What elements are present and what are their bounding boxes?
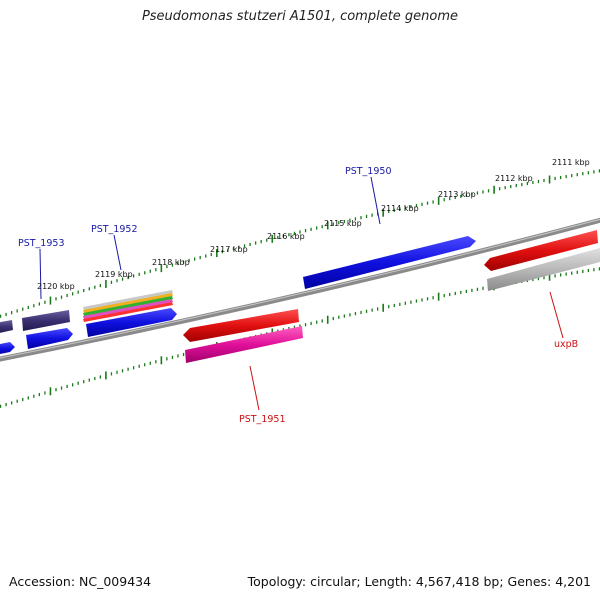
gene-uxpB-neighbor[interactable] [484,230,598,271]
label-PST_1951: PST_1951 [239,414,286,425]
kbp-labels: 2111 kbp 2112 kbp 2113 kbp 2114 kbp 2115… [37,158,590,291]
accession: Accession: NC_009434 [9,574,152,589]
kbp-label: 2114 kbp [381,204,419,213]
gene-PST_1950[interactable] [303,236,476,289]
kbp-label: 2119 kbp [95,270,133,279]
kbp-label: 2112 kbp [495,174,533,183]
genome-summary: Topology: circular; Length: 4,567,418 bp… [247,574,591,589]
kbp-label: 2120 kbp [37,282,75,291]
label-leaders [39,176,564,411]
gene-PST_1953[interactable] [26,328,73,349]
genome-backbone [0,217,600,362]
pseudogene-PST_1951[interactable] [185,326,303,363]
gene-left-edge-blue[interactable] [0,342,15,355]
map-title: Pseudomonas stutzeri A1501, complete gen… [141,9,459,24]
label-uxpB: uxpB [554,339,578,350]
kbp-label: 2111 kbp [552,158,590,167]
ruler-ticks [0,169,600,408]
feature-uxpB[interactable] [487,248,600,291]
gene-PST_1951[interactable] [183,309,299,342]
kbp-label: 2118 kbp [152,258,190,267]
kbp-label: 2113 kbp [438,190,476,199]
label-PST_1953: PST_1953 [18,238,65,249]
feature-stack-PST_1952[interactable] [83,290,173,322]
feature-dark-left-edge[interactable] [0,320,13,334]
kbp-label: 2115 kbp [324,219,362,228]
label-PST_1952: PST_1952 [91,224,138,235]
kbp-label: 2116 kbp [267,232,305,241]
kbp-label: 2117 kbp [210,245,248,254]
feature-dark-PST_1953[interactable] [22,310,70,331]
label-PST_1950: PST_1950 [345,166,392,177]
gene-PST_1952[interactable] [86,308,177,337]
